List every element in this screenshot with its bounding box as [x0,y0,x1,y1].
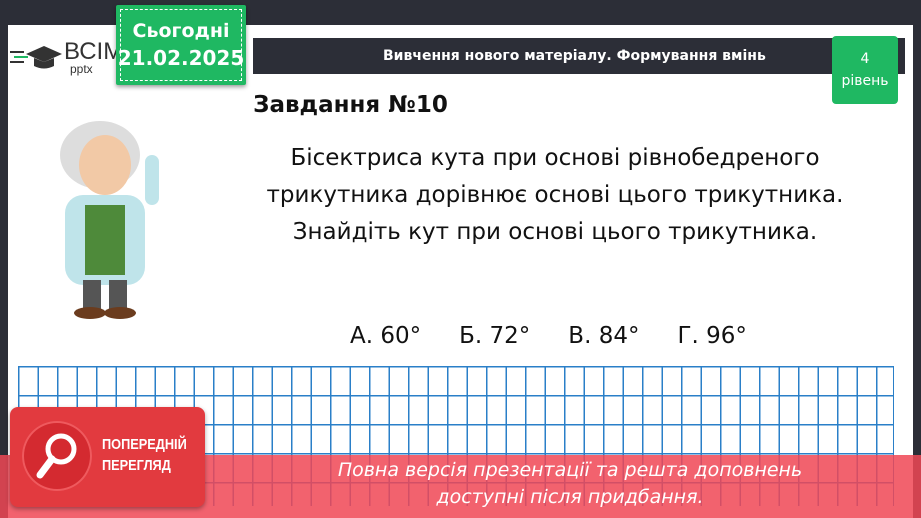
task-text: Бісектриса кута при основі рівнобедреног… [266,145,844,245]
section-header: Вивчення нового матеріалу. Формування вм… [253,38,905,74]
level-number: 4 [860,51,870,67]
preview-circle [22,421,92,491]
preview-badge-line2: ПЕРЕГЛЯД [102,457,171,474]
level-label: рівень [841,73,889,89]
task-title: Завдання №10 [253,92,448,118]
answer-option[interactable]: В. 84° [568,323,640,349]
vsim-logo: ВСІМ pptx [10,38,123,76]
preview-notice: Повна версія презентації та решта доповн… [337,459,803,508]
date-badge: Сьогодні 21.02.2025 [116,5,246,85]
date-value: 21.02.2025 [117,46,245,70]
answer-options: А. 60° Б. 72° В. 84° Г. 96° [350,323,747,349]
date-label: Сьогодні [132,20,230,42]
level-badge: 4 рівень [832,36,898,104]
answer-option[interactable]: А. 60° [350,323,422,349]
answer-option[interactable]: Г. 96° [677,323,747,349]
preview-badge-line1: ПОПЕРЕДНІЙ [102,436,187,453]
scientist-illustration [60,121,159,319]
section-title: Вивчення нового матеріалу. Формування вм… [383,48,766,64]
logo-text: ВСІМ [64,38,124,65]
logo-subtext: pptx [70,62,93,76]
graduation-cap-icon [10,46,62,69]
preview-badge: ПОПЕРЕДНІЙ ПЕРЕГЛЯД [10,407,205,507]
answer-option[interactable]: Б. 72° [459,323,531,349]
magnifier-icon [36,433,77,479]
